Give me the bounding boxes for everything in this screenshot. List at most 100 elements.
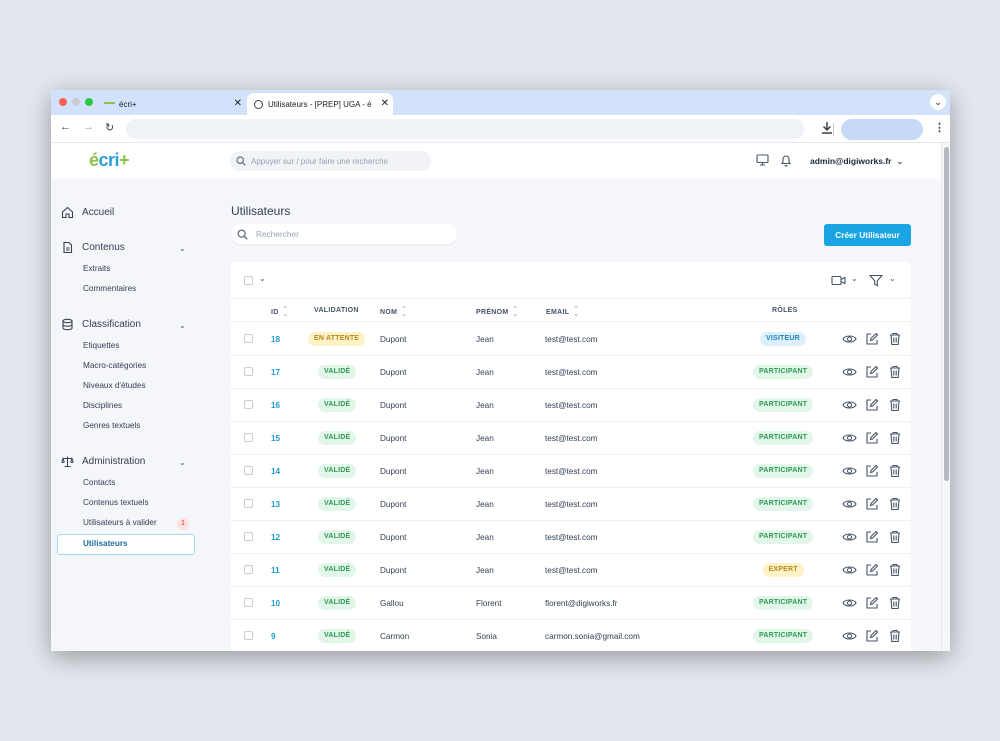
- sidebar-item-contenus-textuels[interactable]: Contenus textuels: [83, 498, 149, 507]
- table-row[interactable]: 13 VALIDÉ Dupont Jean test@test.com PARTICIPA…: [231, 488, 911, 521]
- user-id-link[interactable]: 18: [271, 335, 281, 344]
- eye-icon[interactable]: [842, 530, 857, 544]
- column-header-email[interactable]: EMAIL ⌃ ⌄: [546, 306, 580, 318]
- edit-icon[interactable]: [865, 497, 879, 511]
- edit-icon[interactable]: [865, 596, 879, 610]
- eye-icon[interactable]: [842, 596, 857, 610]
- maximize-window-button[interactable]: [85, 98, 93, 106]
- user-menu[interactable]: admin@digiworks.fr ⌄: [810, 156, 903, 166]
- table-row[interactable]: 15 VALIDÉ Dupont Jean test@test.com PARTICIPA…: [231, 422, 911, 455]
- edit-icon[interactable]: [865, 398, 879, 412]
- video-icon[interactable]: [831, 275, 846, 286]
- sidebar-section-administration[interactable]: Administration: [61, 455, 145, 468]
- edit-icon[interactable]: [865, 365, 879, 379]
- edit-icon[interactable]: [865, 431, 879, 445]
- sidebar-section-contenus[interactable]: Contenus: [61, 241, 125, 254]
- close-tab-icon[interactable]: ✕: [380, 98, 389, 109]
- trash-icon[interactable]: [889, 563, 901, 577]
- url-input[interactable]: [126, 119, 804, 139]
- chevron-down-icon[interactable]: ⌄: [851, 274, 858, 283]
- row-checkbox[interactable]: [244, 565, 253, 574]
- back-arrow-icon[interactable]: ←: [60, 121, 71, 133]
- edit-icon[interactable]: [865, 530, 879, 544]
- eye-icon[interactable]: [842, 431, 857, 445]
- page-scrollbar[interactable]: [941, 143, 950, 651]
- trash-icon[interactable]: [889, 530, 901, 544]
- trash-icon[interactable]: [889, 497, 901, 511]
- sidebar-item-commentaires[interactable]: Commentaires: [83, 284, 137, 293]
- chevron-down-icon[interactable]: ⌄: [179, 321, 186, 330]
- bell-icon[interactable]: [780, 154, 792, 167]
- row-checkbox[interactable]: [244, 433, 253, 442]
- sidebar-item-utilisateurs[interactable]: Utilisateurs: [57, 534, 195, 555]
- table-row[interactable]: 16 VALIDÉ Dupont Jean test@test.com PARTICIPA…: [231, 389, 911, 422]
- trash-icon[interactable]: [889, 398, 901, 412]
- global-search-input[interactable]: Appuyer sur / pour faire une recherche: [230, 151, 431, 171]
- table-row[interactable]: 11 VALIDÉ Dupont Jean test@test.com EXPERT: [231, 554, 911, 587]
- table-row[interactable]: 9 VALIDÉ Carmon Sonia carmon.sonia@gmail.com…: [231, 620, 911, 651]
- browser-tab-ecri[interactable]: écri+ ✕: [101, 93, 246, 115]
- sidebar-item-genres-textuels[interactable]: Genres textuels: [83, 421, 141, 430]
- close-tab-icon[interactable]: ✕: [233, 98, 242, 109]
- sidebar-section-classification[interactable]: Classification: [61, 318, 141, 331]
- minimize-window-button[interactable]: [72, 98, 80, 106]
- table-row[interactable]: 12 VALIDÉ Dupont Jean test@test.com PARTICIPA…: [231, 521, 911, 554]
- table-row[interactable]: 17 VALIDÉ Dupont Jean test@test.com PARTICIPA…: [231, 356, 911, 389]
- scrollbar-thumb[interactable]: [944, 147, 949, 481]
- sidebar-item-utilisateurs-a-valider[interactable]: Utilisateurs à valider: [83, 518, 157, 527]
- download-icon[interactable]: [820, 120, 834, 136]
- eye-icon[interactable]: [842, 497, 857, 511]
- row-checkbox[interactable]: [244, 400, 253, 409]
- chevron-down-icon[interactable]: ⌄: [179, 458, 186, 467]
- create-user-button[interactable]: Créer Utilisateur: [824, 224, 911, 246]
- more-vert-icon[interactable]: ⋮: [934, 122, 945, 134]
- app-logo[interactable]: écri+: [89, 150, 130, 170]
- trash-icon[interactable]: [889, 365, 901, 379]
- row-checkbox[interactable]: [244, 466, 253, 475]
- sidebar-item-extraits[interactable]: Extraits: [83, 264, 111, 273]
- eye-icon[interactable]: [842, 464, 857, 478]
- sidebar-item-etiquettes[interactable]: Etiquettes: [83, 341, 120, 350]
- user-id-link[interactable]: 16: [271, 401, 281, 410]
- edit-icon[interactable]: [865, 332, 879, 346]
- row-checkbox[interactable]: [244, 367, 253, 376]
- chevron-down-icon[interactable]: ⌄: [179, 244, 186, 253]
- edit-icon[interactable]: [865, 629, 879, 643]
- row-checkbox[interactable]: [244, 499, 253, 508]
- trash-icon[interactable]: [889, 596, 901, 610]
- browser-tab-utilisateurs[interactable]: Utilisateurs - [PREP] UGA - é ✕: [247, 93, 393, 115]
- chevron-down-icon[interactable]: ⌄: [259, 274, 266, 283]
- edit-icon[interactable]: [865, 464, 879, 478]
- row-checkbox[interactable]: [244, 334, 253, 343]
- user-id-link[interactable]: 10: [271, 599, 281, 608]
- user-id-link[interactable]: 15: [271, 434, 281, 443]
- table-row[interactable]: 14 VALIDÉ Dupont Jean test@test.com PARTICIPA…: [231, 455, 911, 488]
- column-header-prenom[interactable]: PRÉNOM ⌃ ⌄: [476, 306, 519, 318]
- column-header-id[interactable]: ID ⌃ ⌄: [271, 306, 289, 318]
- users-search-input[interactable]: Rechercher: [231, 224, 457, 244]
- filter-icon[interactable]: [869, 274, 883, 287]
- user-id-link[interactable]: 17: [271, 368, 281, 377]
- table-row[interactable]: 10 VALIDÉ Gallou Florent florent@digiworks.f…: [231, 587, 911, 620]
- row-checkbox[interactable]: [244, 532, 253, 541]
- trash-icon[interactable]: [889, 431, 901, 445]
- eye-icon[interactable]: [842, 365, 857, 379]
- table-row[interactable]: 18 EN ATTENTE Dupont Jean test@test.com VISIT…: [231, 323, 911, 356]
- sidebar-item-macro-categories[interactable]: Macro-catégories: [83, 361, 147, 370]
- select-all-checkbox[interactable]: [244, 276, 253, 285]
- user-id-link[interactable]: 14: [271, 467, 281, 476]
- forward-arrow-icon[interactable]: →: [83, 121, 94, 133]
- close-window-button[interactable]: [59, 98, 67, 106]
- eye-icon[interactable]: [842, 332, 857, 346]
- user-id-link[interactable]: 13: [271, 500, 281, 509]
- trash-icon[interactable]: [889, 332, 901, 346]
- chevron-down-icon[interactable]: ⌄: [889, 274, 896, 283]
- user-id-link[interactable]: 12: [271, 533, 281, 542]
- sidebar-item-accueil[interactable]: Accueil: [61, 206, 114, 219]
- trash-icon[interactable]: [889, 464, 901, 478]
- monitor-icon[interactable]: [756, 154, 769, 166]
- eye-icon[interactable]: [842, 398, 857, 412]
- sidebar-item-niveaux-etudes[interactable]: Niveaux d'études: [83, 381, 146, 390]
- column-header-nom[interactable]: NOM ⌃ ⌄: [380, 306, 408, 318]
- row-checkbox[interactable]: [244, 598, 253, 607]
